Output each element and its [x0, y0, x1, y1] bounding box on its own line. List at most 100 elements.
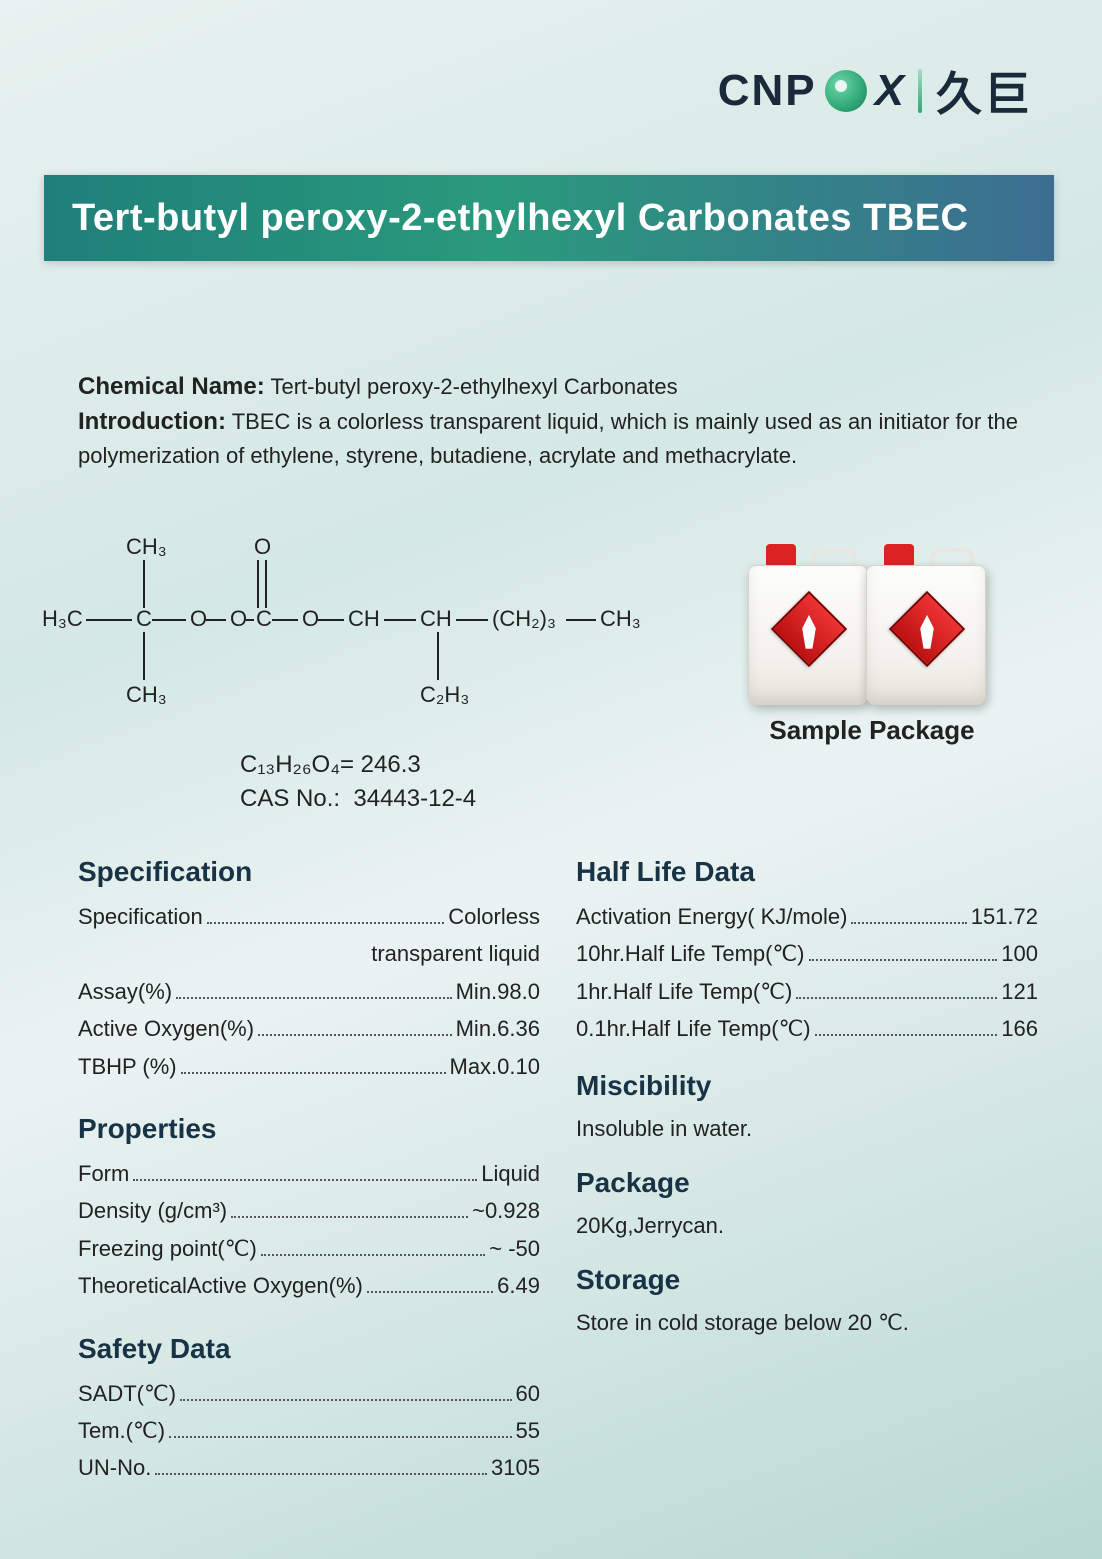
dot-leader-icon: [181, 1072, 446, 1074]
logo-divider-icon: [918, 69, 922, 113]
svg-text:O: O: [254, 534, 271, 559]
page-title: Tert-butyl peroxy-2-ethylhexyl Carbonate…: [72, 197, 968, 240]
dot-leader-icon: [180, 1399, 511, 1401]
dot-leader-icon: [169, 1436, 511, 1438]
cas-number: CAS No.: 34443-12-4: [240, 785, 700, 813]
halflife-row: 1hr.Half Life Temp(℃) 121: [576, 973, 1038, 1010]
properties-heading: Properties: [78, 1113, 540, 1145]
row-key: Specification: [78, 898, 203, 935]
brand-logo: CNP X 久巨: [718, 58, 1032, 124]
page-title-banner: Tert-butyl peroxy-2-ethylhexyl Carbonate…: [44, 175, 1054, 261]
svg-text:CH: CH: [348, 606, 380, 631]
row-key: Freezing point(℃): [78, 1230, 257, 1267]
dot-leader-icon: [155, 1473, 487, 1475]
two-column-layout: Specification Specification Colorlesstran…: [78, 840, 1038, 1487]
dot-leader-icon: [133, 1179, 477, 1181]
row-key: TBHP (%): [78, 1048, 177, 1085]
row-value: Liquid: [481, 1155, 540, 1192]
jerrycan-icon: [866, 540, 996, 705]
svg-text:(CH₂)₃: (CH₂)₃: [492, 606, 556, 631]
miscibility-heading: Miscibility: [576, 1070, 1038, 1102]
dot-leader-icon: [207, 922, 445, 924]
logo-o-icon: [825, 70, 867, 112]
halflife-row: 0.1hr.Half Life Temp(℃) 166: [576, 1010, 1038, 1047]
specification-row: Active Oxygen(%) Min.6.36: [78, 1010, 540, 1047]
specification-row: TBHP (%) Max.0.10: [78, 1048, 540, 1085]
svg-text:CH₃: CH₃: [126, 534, 167, 559]
dot-leader-icon: [261, 1254, 485, 1256]
row-key: Form: [78, 1155, 129, 1192]
specification-row-continuation: transparent liquid: [78, 935, 540, 972]
dot-leader-icon: [815, 1034, 998, 1036]
dot-leader-icon: [231, 1216, 468, 1218]
halflife-row: Activation Energy( KJ/mole) 151.72: [576, 898, 1038, 935]
chemical-structure: CH₃ O H₃C C O O C O CH CH (CH₂)₃ CH₃: [40, 530, 700, 813]
svg-text:CH: CH: [420, 606, 452, 631]
properties-row: TheoreticalActive Oxygen(%) 6.49: [78, 1267, 540, 1304]
row-value: 121: [1001, 973, 1038, 1010]
specification-row: Specification Colorless: [78, 898, 540, 935]
sample-package-label: Sample Package: [712, 715, 1032, 746]
row-value: ~0.928: [472, 1192, 540, 1229]
svg-text:O: O: [230, 606, 247, 631]
row-key: TheoreticalActive Oxygen(%): [78, 1267, 363, 1304]
left-column: Specification Specification Colorlesstran…: [78, 840, 540, 1487]
svg-text:CH₃: CH₃: [600, 606, 641, 631]
storage-text: Store in cold storage below 20 ℃.: [576, 1306, 1038, 1339]
chemical-name-value: Tert-butyl peroxy-2-ethylhexyl Carbonate…: [270, 374, 677, 399]
row-value: 151.72: [971, 898, 1038, 935]
right-column: Half Life Data Activation Energy( KJ/mol…: [576, 840, 1038, 1487]
safety-row: Tem.(℃) 55: [78, 1412, 540, 1449]
dot-leader-icon: [176, 997, 451, 999]
logo-text-cn: 久巨: [936, 58, 1032, 124]
molecular-formula: C₁₃H₂₆O₄= 246.3: [240, 751, 700, 779]
safety-row: UN-No. 3105: [78, 1449, 540, 1486]
properties-row: Freezing point(℃)~ -50: [78, 1230, 540, 1267]
svg-text:CH₃: CH₃: [126, 682, 167, 707]
row-key: Tem.(℃): [78, 1412, 165, 1449]
row-key: Density (g/cm³): [78, 1192, 227, 1229]
row-key: Active Oxygen(%): [78, 1010, 254, 1047]
row-value: 3105: [491, 1449, 540, 1486]
intro-block: Chemical Name: Tert-butyl peroxy-2-ethyl…: [78, 370, 1018, 471]
row-key: 10hr.Half Life Temp(℃): [576, 935, 805, 972]
package-heading: Package: [576, 1167, 1038, 1199]
row-value: Min.6.36: [456, 1010, 540, 1047]
jerrycan-icon: [748, 540, 878, 705]
svg-text:O: O: [302, 606, 319, 631]
storage-heading: Storage: [576, 1264, 1038, 1296]
row-value: Colorless: [448, 898, 540, 935]
specification-row: Assay(%)Min.98.0: [78, 973, 540, 1010]
row-value: 6.49: [497, 1267, 540, 1304]
halflife-row: 10hr.Half Life Temp(℃) 100: [576, 935, 1038, 972]
row-value: Max.0.10: [450, 1048, 541, 1085]
introduction-label: Introduction:: [78, 408, 226, 435]
row-value: 55: [516, 1412, 540, 1449]
row-value: 60: [516, 1375, 540, 1412]
svg-text:C: C: [136, 606, 152, 631]
miscibility-text: Insoluble in water.: [576, 1112, 1038, 1145]
svg-text:C: C: [256, 606, 272, 631]
svg-text:H₃C: H₃C: [42, 606, 83, 631]
row-key: 1hr.Half Life Temp(℃): [576, 973, 792, 1010]
logo-text-cnp: CNP: [718, 66, 817, 116]
row-key: Activation Energy( KJ/mole): [576, 898, 847, 935]
structure-diagram-icon: CH₃ O H₃C C O O C O CH CH (CH₂)₃ CH₃: [40, 530, 700, 740]
safety-heading: Safety Data: [78, 1333, 540, 1365]
row-key: 0.1hr.Half Life Temp(℃): [576, 1010, 811, 1047]
row-value: 100: [1001, 935, 1038, 972]
dot-leader-icon: [851, 922, 966, 924]
chemical-name-label: Chemical Name:: [78, 373, 265, 400]
package-text: 20Kg,Jerrycan.: [576, 1209, 1038, 1242]
halflife-heading: Half Life Data: [576, 856, 1038, 888]
properties-row: Form Liquid: [78, 1155, 540, 1192]
row-value: 166: [1001, 1010, 1038, 1047]
svg-text:C₂H₃: C₂H₃: [420, 682, 469, 707]
specification-heading: Specification: [78, 856, 540, 888]
safety-row: SADT(℃)60: [78, 1375, 540, 1412]
dot-leader-icon: [367, 1291, 493, 1293]
dot-leader-icon: [796, 997, 997, 999]
sample-package-block: Sample Package: [712, 540, 1032, 746]
properties-row: Density (g/cm³) ~0.928: [78, 1192, 540, 1229]
row-key: UN-No.: [78, 1449, 151, 1486]
